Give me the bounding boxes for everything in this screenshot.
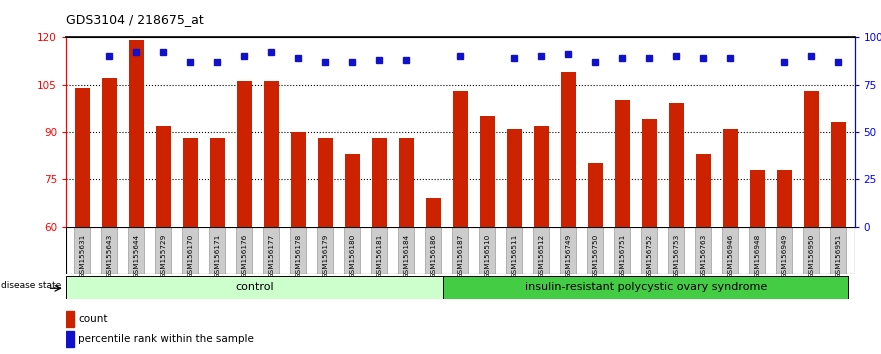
Bar	[507, 129, 522, 227]
Text: count: count	[78, 314, 107, 324]
Text: insulin-resistant polycystic ovary syndrome: insulin-resistant polycystic ovary syndr…	[525, 282, 767, 292]
Bar	[452, 227, 469, 274]
Bar	[588, 164, 603, 227]
Bar	[750, 170, 765, 227]
Bar	[129, 227, 144, 274]
Bar	[66, 311, 74, 327]
Bar	[291, 227, 307, 274]
Bar	[399, 138, 414, 227]
Bar	[101, 227, 117, 274]
Bar	[156, 126, 171, 227]
Bar	[533, 227, 549, 274]
Text: GSM156180: GSM156180	[349, 234, 355, 278]
Bar	[588, 227, 603, 274]
Bar	[398, 227, 414, 274]
Bar	[480, 116, 495, 227]
Bar	[102, 78, 116, 227]
Text: GSM156948: GSM156948	[754, 234, 760, 278]
Text: GSM156176: GSM156176	[241, 234, 248, 278]
Bar	[317, 227, 333, 274]
Bar	[183, 138, 197, 227]
Bar	[210, 138, 225, 227]
Text: GSM156946: GSM156946	[728, 234, 733, 278]
Text: GSM156187: GSM156187	[457, 234, 463, 278]
Bar	[561, 72, 576, 227]
Bar	[776, 227, 792, 274]
Bar	[750, 227, 766, 274]
Bar	[66, 331, 74, 347]
Bar	[237, 81, 252, 227]
Bar	[614, 227, 630, 274]
Text: GSM156749: GSM156749	[566, 234, 572, 278]
Text: GSM156186: GSM156186	[430, 234, 436, 278]
Text: GSM156181: GSM156181	[376, 234, 382, 278]
Bar	[426, 198, 440, 227]
Text: GSM156179: GSM156179	[322, 234, 329, 278]
Bar	[641, 227, 657, 274]
Text: GSM155631: GSM155631	[79, 234, 85, 278]
Text: GSM156170: GSM156170	[188, 234, 193, 278]
Bar	[74, 227, 90, 274]
Bar	[642, 119, 656, 227]
Text: GSM156512: GSM156512	[538, 234, 544, 278]
Bar	[182, 227, 198, 274]
Bar	[534, 126, 549, 227]
Text: percentile rank within the sample: percentile rank within the sample	[78, 334, 255, 344]
Text: GSM156178: GSM156178	[295, 234, 301, 278]
Bar	[669, 103, 684, 227]
Bar	[236, 227, 252, 274]
Text: GSM156171: GSM156171	[214, 234, 220, 278]
Text: GSM156763: GSM156763	[700, 234, 707, 278]
Text: GDS3104 / 218675_at: GDS3104 / 218675_at	[66, 13, 204, 26]
Text: control: control	[235, 282, 274, 292]
Bar	[372, 138, 387, 227]
Bar	[696, 154, 711, 227]
Bar	[291, 132, 306, 227]
Text: GSM156949: GSM156949	[781, 234, 788, 278]
Bar	[831, 227, 847, 274]
Bar	[264, 81, 278, 227]
Text: GSM156750: GSM156750	[592, 234, 598, 278]
Bar	[66, 275, 443, 299]
Text: GSM156950: GSM156950	[809, 234, 814, 278]
Bar	[372, 227, 388, 274]
Bar	[777, 170, 792, 227]
Bar	[723, 129, 737, 227]
Text: GSM156177: GSM156177	[269, 234, 274, 278]
Bar	[318, 138, 333, 227]
Bar	[507, 227, 522, 274]
Bar	[453, 91, 468, 227]
Text: GSM156510: GSM156510	[485, 234, 491, 278]
Bar	[155, 227, 171, 274]
Bar	[75, 88, 90, 227]
Bar	[804, 91, 818, 227]
Bar	[443, 275, 848, 299]
Bar	[615, 100, 630, 227]
Bar	[722, 227, 738, 274]
Bar	[129, 40, 144, 227]
Text: disease state: disease state	[2, 281, 62, 290]
Text: GSM155729: GSM155729	[160, 234, 167, 278]
Bar	[560, 227, 576, 274]
Text: GSM156752: GSM156752	[647, 234, 652, 278]
Text: GSM156184: GSM156184	[403, 234, 410, 278]
Bar	[263, 227, 279, 274]
Text: GSM155644: GSM155644	[133, 234, 139, 278]
Bar	[831, 122, 846, 227]
Bar	[479, 227, 495, 274]
Text: GSM156753: GSM156753	[673, 234, 679, 278]
Bar	[426, 227, 441, 274]
Bar	[344, 227, 360, 274]
Text: GSM156951: GSM156951	[835, 234, 841, 278]
Bar	[669, 227, 685, 274]
Bar	[695, 227, 711, 274]
Bar	[210, 227, 226, 274]
Bar	[803, 227, 819, 274]
Text: GSM156751: GSM156751	[619, 234, 626, 278]
Text: GSM156511: GSM156511	[511, 234, 517, 278]
Bar	[344, 154, 359, 227]
Text: GSM155643: GSM155643	[107, 234, 112, 278]
